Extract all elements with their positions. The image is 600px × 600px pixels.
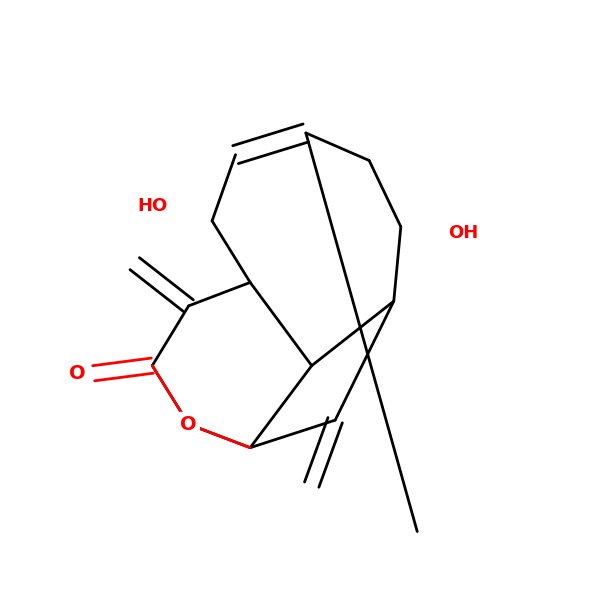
Text: OH: OH [448,224,478,242]
Text: O: O [69,364,86,383]
Text: HO: HO [137,197,167,215]
Text: O: O [181,415,197,434]
